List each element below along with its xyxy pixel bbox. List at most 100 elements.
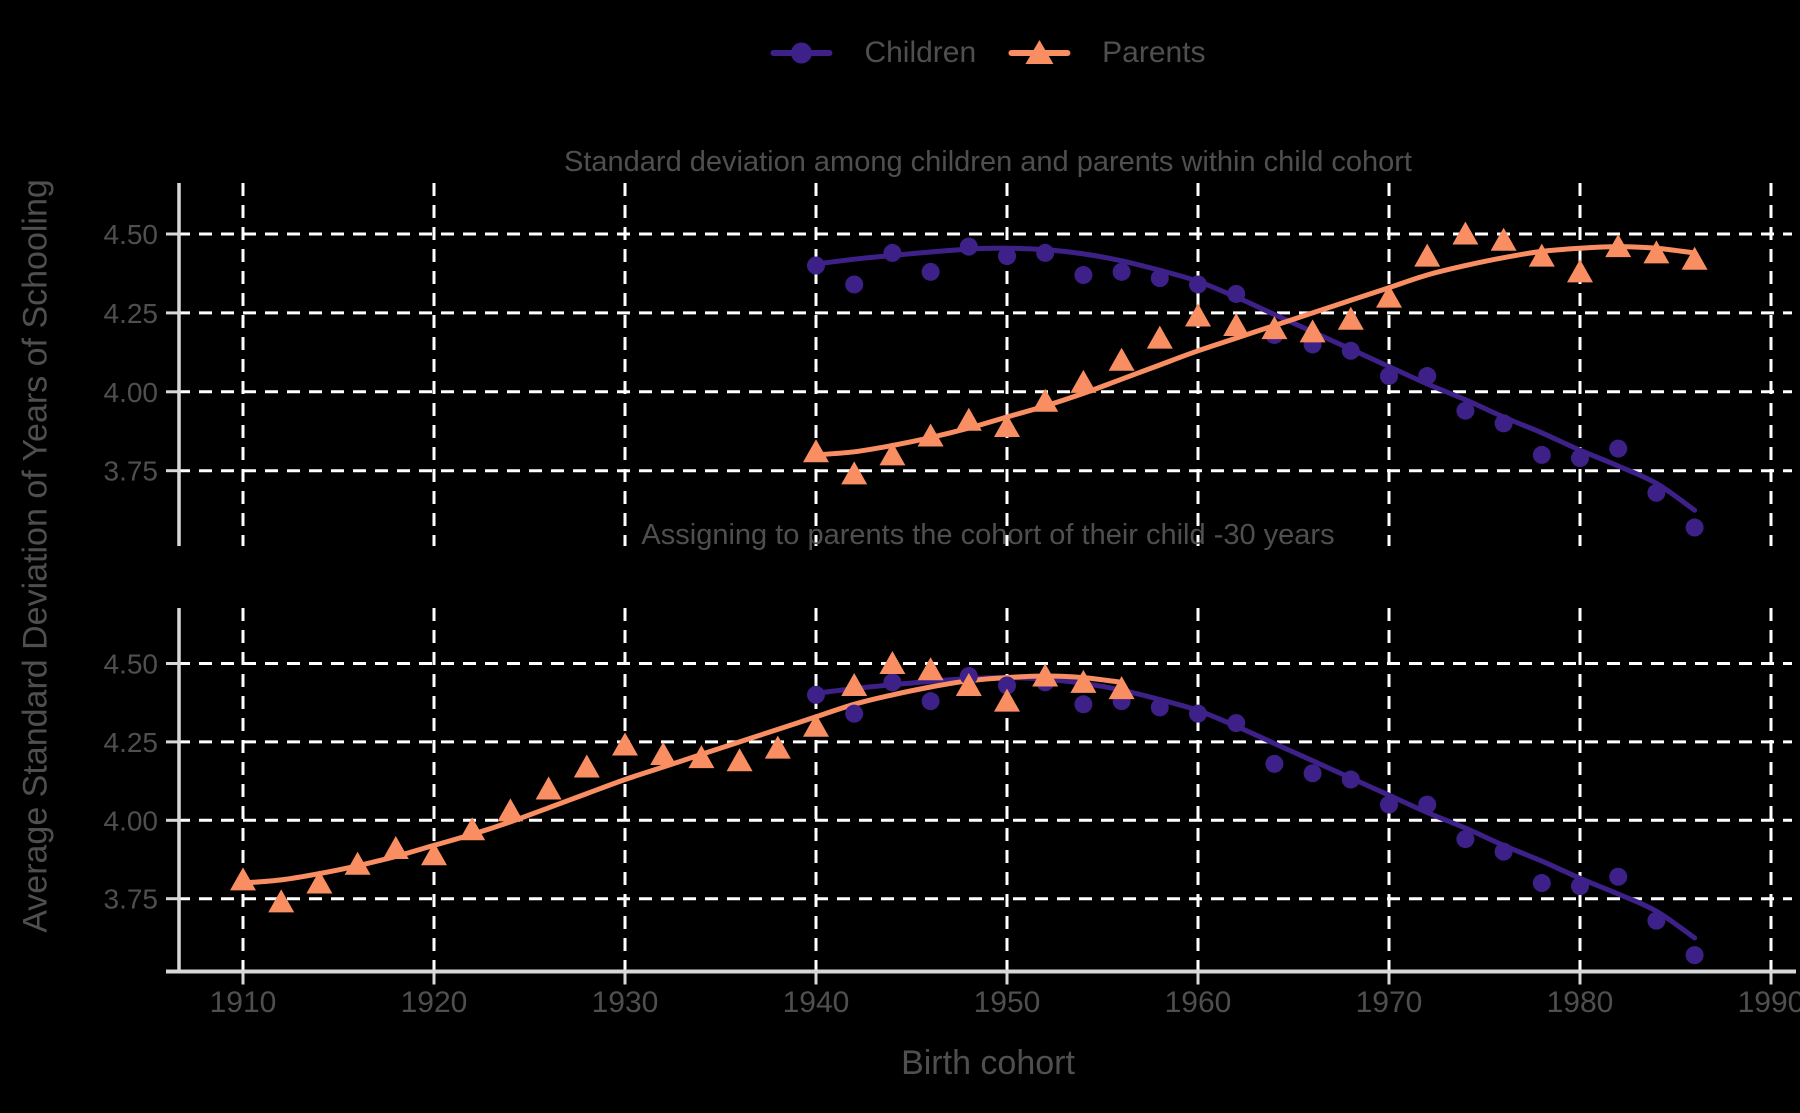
children-point <box>1532 874 1551 893</box>
children-point <box>1571 877 1589 896</box>
x-tick-label: 1910 <box>210 986 277 1019</box>
children-point <box>1074 266 1093 285</box>
parents-point <box>650 741 677 765</box>
children-point <box>1265 754 1284 773</box>
top-panel: 4.50 4.25 4.00 3.75 <box>104 183 1792 546</box>
children-point <box>1647 483 1666 502</box>
x-tick-label: 1920 <box>401 986 468 1019</box>
parents-point <box>955 407 982 431</box>
parents-point <box>1185 303 1211 327</box>
bottom-panel: 4.50 4.25 4.00 3.75 <box>104 608 1792 972</box>
parents-point <box>268 889 295 913</box>
children-point <box>1456 830 1475 849</box>
y-tick-label: 4.25 <box>104 727 159 758</box>
top-panel-title: Standard deviation among children and pa… <box>564 146 1412 178</box>
children-point <box>1380 367 1398 386</box>
parents-point <box>535 776 562 800</box>
x-axis: 1910 1920 1930 1940 1950 1960 1970 1980 1990 <box>166 969 1800 1019</box>
legend-label-parents: Parents <box>1102 36 1206 69</box>
legend-item-parents: Parents <box>1008 36 1206 70</box>
y-tick-label: 4.00 <box>104 377 159 408</box>
children-point <box>1227 284 1246 303</box>
parents-points <box>803 221 1708 485</box>
parents-point <box>1108 347 1135 371</box>
children-points <box>807 237 1704 537</box>
parents-point <box>955 672 982 696</box>
parents-point <box>1376 284 1402 308</box>
parents-point <box>994 414 1020 438</box>
x-tick-label: 1960 <box>1165 986 1232 1019</box>
children-point <box>807 685 825 704</box>
x-tick-label: 1990 <box>1738 986 1800 1019</box>
parents-point <box>994 688 1020 712</box>
children-point <box>1418 367 1437 386</box>
parents-point <box>573 754 600 778</box>
y-tick-label: 4.25 <box>104 298 159 329</box>
parents-point <box>841 672 868 696</box>
children-point <box>1494 842 1513 861</box>
parents-point <box>1605 234 1632 258</box>
children-point <box>845 704 864 723</box>
parents-point <box>1032 663 1059 687</box>
legend-label-children: Children <box>864 36 977 69</box>
parents-point <box>1643 240 1670 264</box>
children-legend-swatch <box>770 36 833 70</box>
children-point <box>1685 946 1704 965</box>
bottom-panel-title: Assigning to parents the cohort of their… <box>641 519 1335 551</box>
children-point <box>998 247 1016 266</box>
parents-point <box>306 870 333 894</box>
parents-point <box>803 439 829 463</box>
children-point <box>1189 275 1207 294</box>
children-point <box>1341 770 1360 789</box>
x-tick-label: 1950 <box>974 986 1041 1019</box>
parents-point <box>344 851 371 875</box>
children-point <box>1456 401 1475 420</box>
parents-point <box>917 423 944 447</box>
x-tick-label: 1980 <box>1547 986 1614 1019</box>
parents-point <box>1528 243 1555 267</box>
parents-point <box>1567 259 1593 283</box>
parents-smooth-line <box>240 673 1125 886</box>
parents-legend-swatch <box>1008 36 1071 70</box>
children-point <box>1380 795 1398 814</box>
x-tick-label: 1940 <box>783 986 850 1019</box>
parents-point <box>726 748 753 772</box>
y-tick-label: 4.50 <box>104 219 159 250</box>
children-point <box>1036 243 1055 262</box>
children-point <box>1685 518 1704 537</box>
legend-item-children: Children <box>770 36 976 70</box>
children-point <box>807 256 825 275</box>
parents-point <box>879 651 906 674</box>
children-point <box>1189 704 1207 723</box>
parents-point <box>1070 369 1097 393</box>
children-point <box>1532 445 1551 464</box>
children-point <box>921 262 940 281</box>
parents-point <box>382 836 409 860</box>
x-tick-label: 1930 <box>592 986 659 1019</box>
parents-point <box>764 735 791 759</box>
y-tick-label: 4.00 <box>104 805 159 836</box>
children-point <box>1647 911 1666 930</box>
children-point <box>1303 764 1322 783</box>
children-point <box>959 237 978 256</box>
parents-point <box>1337 306 1364 330</box>
parents-point <box>612 732 638 756</box>
children-point <box>1112 262 1131 281</box>
y-tick-label: 4.50 <box>104 649 159 680</box>
children-point <box>1609 439 1628 458</box>
children-point <box>1150 698 1169 717</box>
children-point <box>1341 341 1360 360</box>
children-point <box>1609 867 1628 886</box>
parents-point <box>1146 325 1173 349</box>
triangle-marker-icon <box>1025 40 1054 65</box>
children-point <box>883 243 902 262</box>
x-axis-title: Birth cohort <box>901 1044 1075 1082</box>
y-tick-label: 3.75 <box>104 456 159 487</box>
parents-point <box>688 745 715 769</box>
children-point <box>883 673 902 692</box>
parents-point <box>230 867 256 891</box>
legend: Children Parents <box>770 36 1206 70</box>
children-point <box>921 692 940 711</box>
y-tick-label: 3.75 <box>104 884 159 915</box>
children-point <box>1571 449 1589 468</box>
